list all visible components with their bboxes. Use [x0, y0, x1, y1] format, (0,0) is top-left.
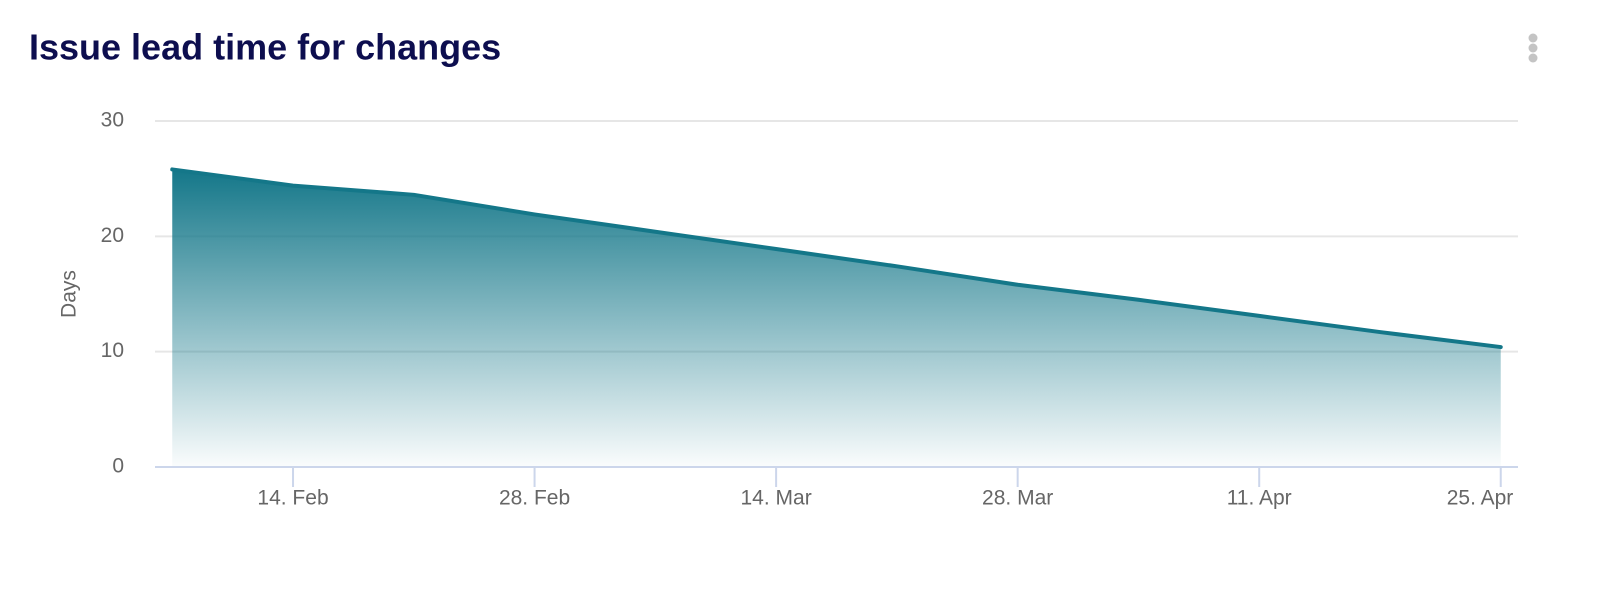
x-tick-label: 25. Apr: [1447, 487, 1514, 510]
line: [170, 167, 1503, 350]
y-axis-title: Days: [58, 270, 81, 318]
x-tick-label: 14. Mar: [741, 487, 812, 510]
x-tick-label: 11. Apr: [1227, 487, 1292, 510]
x-tick-label: 28. Feb: [499, 487, 570, 510]
y-tick-label: 0: [112, 455, 124, 478]
y-tick-label: 30: [101, 109, 124, 132]
area-fill: [172, 169, 1501, 467]
y-tick-label: 20: [101, 224, 124, 247]
y-tick-label: 10: [101, 339, 124, 362]
menu-button[interactable]: [1528, 33, 1538, 63]
x-tick-label: 14. Feb: [257, 487, 328, 510]
x-tick-label: 28. Mar: [982, 487, 1053, 510]
chart-title: Issue lead time for changes: [29, 27, 501, 68]
